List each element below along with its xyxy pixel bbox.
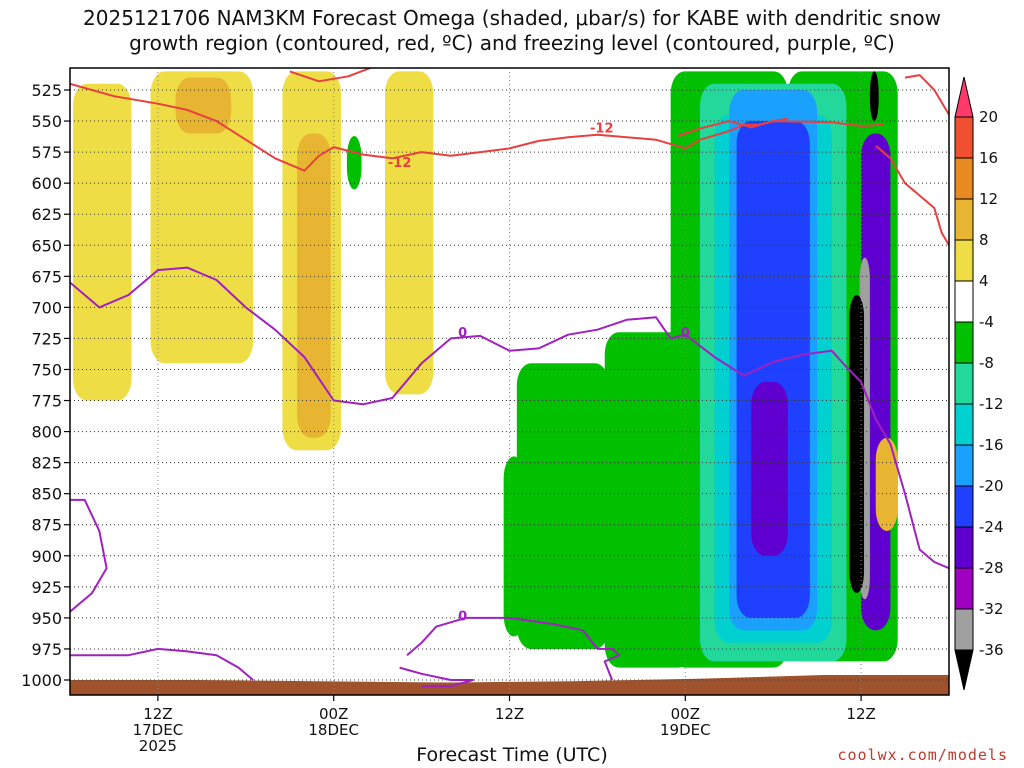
y-tick-label: 850 [31, 485, 62, 504]
colorbar-top-arrow [954, 76, 974, 118]
y-tick-label: 875 [31, 516, 62, 535]
omega-region [751, 381, 788, 556]
colorbar-label: -28 [979, 559, 1004, 577]
omega-region [875, 437, 898, 531]
y-tick-label: 800 [31, 423, 62, 442]
y-tick-label: 825 [31, 454, 62, 473]
colorbar-label: 4 [979, 272, 989, 290]
y-tick-label: 1000 [21, 671, 62, 690]
omega-region [175, 77, 232, 134]
x-tick-label: 00Z [319, 705, 348, 723]
colorbar-box [954, 362, 974, 405]
freezing-level-contour [70, 647, 254, 681]
colorbar-label: 12 [979, 190, 998, 208]
y-tick-label: 675 [31, 267, 62, 286]
x-tick-label: 19DEC [660, 721, 711, 739]
y-tick-label: 900 [31, 547, 62, 566]
omega-region [849, 294, 865, 594]
colorbar-box [954, 485, 974, 528]
y-tick-label: 600 [31, 174, 62, 193]
colorbar-bottom-arrow [954, 649, 974, 691]
freezing-level-contour [70, 498, 108, 613]
colorbar-box [954, 567, 974, 610]
colorbar-label: 20 [979, 108, 998, 126]
contour-label: 0 [458, 609, 467, 624]
y-tick-label: 750 [31, 360, 62, 379]
colorbar-box [954, 116, 974, 159]
omega-region [516, 363, 610, 649]
colorbar-label: 16 [979, 149, 998, 167]
freezing-level-contour [406, 616, 621, 681]
y-tick-label: 525 [31, 81, 62, 100]
colorbar-label: -20 [979, 477, 1004, 495]
colorbar-box [954, 157, 974, 200]
omega-region [384, 71, 434, 395]
x-tick-label: 18DEC [308, 721, 359, 739]
contour-label: 0 [458, 326, 467, 341]
chart-title-line1: 2025121706 NAM3KM Forecast Omega (shaded… [83, 6, 941, 30]
colorbar-label: -12 [979, 395, 1004, 413]
y-tick-label: 625 [31, 205, 62, 224]
y-tick-label: 700 [31, 298, 62, 317]
y-tick-label: 725 [31, 329, 62, 348]
x-tick-label: 2025 [139, 737, 177, 755]
chart-title-line2: growth region (contoured, red, ºC) and f… [129, 31, 895, 55]
omega-region [869, 71, 879, 122]
site-credit: coolwx.com/models [837, 746, 1008, 764]
y-tick-label: 550 [31, 112, 62, 131]
omega-region [346, 135, 362, 190]
colorbar-box [954, 239, 974, 282]
colorbar-label: -16 [979, 436, 1004, 454]
x-tick-label: 12Z [846, 705, 875, 723]
colorbar-box [954, 321, 974, 364]
colorbar-label: -8 [979, 354, 994, 372]
contour-label: -12 [388, 156, 412, 171]
y-tick-label: 650 [31, 236, 62, 255]
y-tick-label: 975 [31, 640, 62, 659]
dgz-contour [875, 145, 949, 246]
y-tick-label: 950 [31, 609, 62, 628]
freezing-level-contour [399, 666, 474, 688]
y-tick-label: 775 [31, 392, 62, 411]
contour-label: -12 [590, 121, 614, 136]
x-axis-title: Forecast Time (UTC) [416, 744, 608, 766]
freezing-level-contour [70, 266, 949, 570]
x-tick-label: 00Z [671, 705, 700, 723]
colorbar-label: -36 [979, 641, 1004, 659]
omega-region [297, 133, 331, 438]
colorbar-box [954, 280, 974, 323]
colorbar-box [954, 608, 974, 651]
colorbar-label: -4 [979, 313, 994, 331]
colorbar-box [954, 198, 974, 241]
colorbar-label: 8 [979, 231, 989, 249]
dgz-contour [289, 68, 374, 83]
contour-label: 0 [681, 326, 690, 341]
x-tick-label: 12Z [495, 705, 524, 723]
colorbar-label: -32 [979, 600, 1004, 618]
colorbar-box [954, 444, 974, 487]
x-tick-label: 12Z [143, 705, 172, 723]
colorbar-box [954, 403, 974, 446]
y-tick-label: 925 [31, 578, 62, 597]
x-tick-label: 17DEC [133, 721, 184, 739]
surface-terrain [70, 675, 949, 695]
colorbar-box [954, 526, 974, 569]
y-tick-label: 575 [31, 143, 62, 162]
dgz-contour [904, 74, 949, 116]
colorbar-label: -24 [979, 518, 1004, 536]
dgz-contour [70, 82, 789, 172]
omega-region [72, 83, 132, 401]
